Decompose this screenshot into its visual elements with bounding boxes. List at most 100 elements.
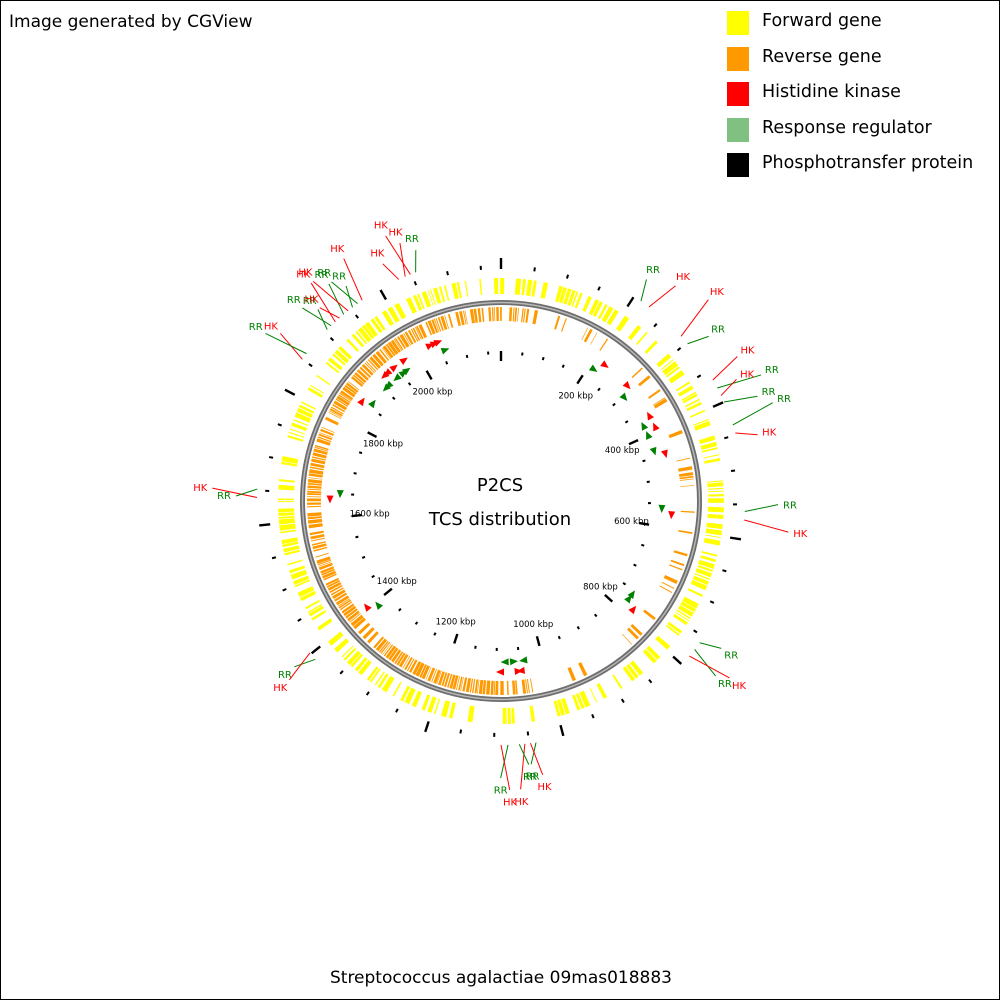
reverse-gene-block (679, 475, 694, 480)
forward-gene-block (697, 565, 714, 572)
forward-gene-block (703, 537, 721, 546)
forward-gene-block (672, 613, 688, 626)
forward-gene-block (589, 687, 598, 703)
reverse-gene-block (350, 614, 364, 627)
forward-gene-block (644, 340, 658, 354)
forward-gene-block (328, 631, 344, 646)
reverse-gene-block (310, 462, 325, 469)
forward-gene-block (698, 559, 715, 569)
reverse-gene-block (447, 673, 453, 688)
histidine-kinase-marker (357, 397, 365, 407)
feature-label: RR (317, 268, 331, 279)
legend-label-histidine-kinase: Histidine kinase (762, 82, 901, 102)
outer-tick (413, 281, 418, 286)
reverse-gene-block (661, 581, 675, 589)
reverse-gene-block (393, 338, 403, 351)
forward-gene-block (411, 690, 422, 708)
forward-gene-block (556, 699, 566, 716)
inner-tick (453, 633, 459, 644)
reverse-gene-block (310, 534, 325, 540)
feature-label: HK (537, 782, 552, 793)
forward-gene-block (502, 707, 507, 724)
reverse-gene-block (338, 599, 352, 609)
reverse-gene-block (373, 636, 385, 649)
forward-gene-block (427, 290, 434, 306)
forward-gene-block (290, 569, 308, 580)
outer-tick (268, 456, 274, 459)
feature-label: HK (273, 683, 288, 694)
reverse-gene-block (408, 659, 418, 673)
outer-tick (653, 322, 658, 328)
reverse-gene-block (554, 315, 561, 330)
reverse-gene-block (402, 656, 411, 669)
forward-gene-block (479, 278, 483, 295)
inner-tick (383, 587, 393, 596)
response-regulator-marker (401, 367, 411, 376)
feature-label: HK (503, 797, 518, 808)
reverse-gene-block (444, 315, 450, 329)
reverse-gene-block (324, 416, 339, 426)
reverse-gene-block (394, 651, 404, 664)
reverse-gene-block (353, 617, 366, 630)
reverse-gene-block (364, 362, 375, 374)
reverse-gene-block (307, 493, 322, 496)
feature-callout-line (680, 299, 709, 337)
inner-tick (576, 374, 584, 385)
reverse-gene-block (309, 466, 324, 471)
reverse-gene-block (307, 512, 322, 517)
forward-gene-block (681, 391, 697, 401)
tick-label: 600 kbp (614, 517, 649, 527)
reverse-gene-block (490, 680, 494, 695)
reverse-gene-block (680, 485, 695, 487)
forward-gene-block (362, 324, 375, 340)
forward-gene-block (646, 645, 661, 660)
reverse-gene-block (462, 677, 468, 692)
feature-callout-line (317, 309, 328, 330)
histidine-kinase-marker (399, 357, 408, 365)
reverse-gene-block (385, 645, 397, 659)
feature-label: RR (711, 324, 725, 335)
forward-gene-block (381, 675, 395, 693)
reverse-gene-block (506, 680, 509, 695)
histidine-kinase-marker (628, 605, 637, 615)
forward-gene-block (294, 412, 312, 423)
forward-gene-block (596, 683, 608, 699)
reverse-gene-block (578, 662, 588, 677)
reverse-gene-block (336, 395, 350, 406)
histidine-kinase-marker (433, 340, 443, 347)
forward-gene-block (421, 291, 432, 308)
forward-gene-block (421, 694, 431, 711)
reverse-gene-block (338, 394, 351, 403)
forward-gene-block (300, 401, 316, 410)
reverse-gene-block (352, 374, 365, 385)
reverse-gene-block (330, 587, 344, 596)
reverse-gene-block (321, 426, 335, 433)
reverse-gene-block (418, 324, 428, 339)
reverse-gene-block (526, 678, 530, 693)
response-regulator-marker (385, 380, 394, 389)
reverse-gene-block (311, 456, 326, 461)
reverse-gene-block (512, 307, 515, 322)
reverse-gene-block (477, 679, 480, 694)
feature-callout-line (500, 744, 511, 790)
forward-gene-block (701, 447, 718, 453)
feature-callout-line (694, 649, 717, 677)
outer-tick (729, 536, 742, 541)
response-regulator-marker (646, 431, 653, 440)
forward-gene-block (374, 671, 385, 686)
tick-label: 1000 kbp (513, 620, 553, 630)
forward-gene-block (700, 441, 718, 450)
feature-callout-line (717, 374, 762, 389)
reverse-gene-block (332, 589, 346, 600)
tick-label: 1800 kbp (363, 439, 403, 449)
feature-label: HK (370, 249, 385, 260)
forward-gene-block (281, 537, 298, 545)
reverse-gene-block (311, 458, 326, 465)
feature-label: RR (494, 785, 508, 796)
reverse-gene-block (412, 661, 422, 675)
reverse-gene-block (460, 676, 464, 691)
reverse-gene-block (627, 627, 639, 640)
reverse-gene-block (320, 428, 334, 436)
forward-gene-block (316, 374, 331, 386)
